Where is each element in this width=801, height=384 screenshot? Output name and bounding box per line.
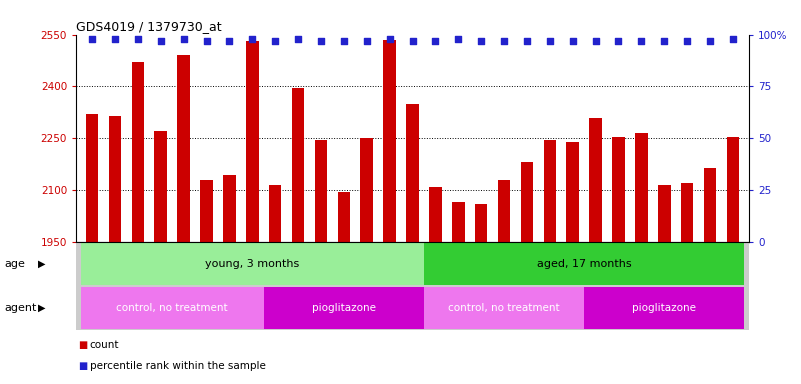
Point <box>590 38 602 44</box>
Bar <box>658 185 670 242</box>
Point <box>497 38 510 44</box>
Point <box>292 36 304 42</box>
Bar <box>264 287 424 329</box>
Point <box>429 38 442 44</box>
Text: control, no treatment: control, no treatment <box>449 303 560 313</box>
Text: pioglitazone: pioglitazone <box>312 303 376 313</box>
Bar <box>223 174 235 242</box>
Point <box>566 38 579 44</box>
Bar <box>292 88 304 242</box>
Bar <box>384 40 396 242</box>
Bar <box>521 162 533 242</box>
Point <box>337 38 350 44</box>
Text: agent: agent <box>4 303 36 313</box>
Bar <box>360 138 373 242</box>
Bar <box>246 41 259 242</box>
Text: count: count <box>90 340 119 350</box>
Bar <box>429 187 441 242</box>
Text: percentile rank within the sample: percentile rank within the sample <box>90 361 266 371</box>
Point <box>543 38 556 44</box>
Bar <box>544 140 556 242</box>
Point <box>658 38 670 44</box>
Point <box>635 38 648 44</box>
Point <box>521 38 533 44</box>
Bar <box>109 116 121 242</box>
Point <box>155 38 167 44</box>
Bar <box>81 287 264 329</box>
Text: ■: ■ <box>78 361 88 371</box>
Text: GDS4019 / 1379730_at: GDS4019 / 1379730_at <box>76 20 222 33</box>
Text: pioglitazone: pioglitazone <box>632 303 696 313</box>
Bar <box>424 287 584 329</box>
Bar <box>177 55 190 242</box>
Bar <box>681 183 694 242</box>
Point <box>452 36 465 42</box>
Bar <box>81 243 424 285</box>
Text: control, no treatment: control, no treatment <box>116 303 228 313</box>
Text: age: age <box>4 259 25 269</box>
Bar <box>452 202 465 242</box>
Bar <box>475 204 488 242</box>
Text: young, 3 months: young, 3 months <box>205 259 300 269</box>
Point <box>200 38 213 44</box>
Point <box>315 38 328 44</box>
Text: ■: ■ <box>78 340 88 350</box>
Bar <box>200 180 213 242</box>
Bar <box>155 131 167 242</box>
Bar <box>315 140 328 242</box>
Text: aged, 17 months: aged, 17 months <box>537 259 631 269</box>
Bar <box>635 133 648 242</box>
Text: ▶: ▶ <box>38 259 46 269</box>
Point <box>223 38 235 44</box>
Bar <box>590 118 602 242</box>
Point <box>406 38 419 44</box>
Point <box>383 36 396 42</box>
Point <box>360 38 373 44</box>
Point <box>475 38 488 44</box>
Point <box>703 38 716 44</box>
Point <box>177 36 190 42</box>
Point <box>727 36 739 42</box>
Bar <box>497 180 510 242</box>
Bar <box>337 192 350 242</box>
Point <box>86 36 99 42</box>
Bar <box>584 287 744 329</box>
Point <box>246 36 259 42</box>
Point <box>131 36 144 42</box>
Bar <box>86 114 99 242</box>
Bar <box>406 104 419 242</box>
Point <box>109 36 122 42</box>
Bar <box>704 167 716 242</box>
Bar <box>727 136 739 242</box>
Point <box>681 38 694 44</box>
Point <box>612 38 625 44</box>
Point <box>269 38 282 44</box>
Bar <box>424 243 744 285</box>
Bar <box>131 62 144 242</box>
Bar <box>612 136 625 242</box>
Bar <box>269 185 281 242</box>
Bar <box>566 142 579 242</box>
Text: ▶: ▶ <box>38 303 46 313</box>
